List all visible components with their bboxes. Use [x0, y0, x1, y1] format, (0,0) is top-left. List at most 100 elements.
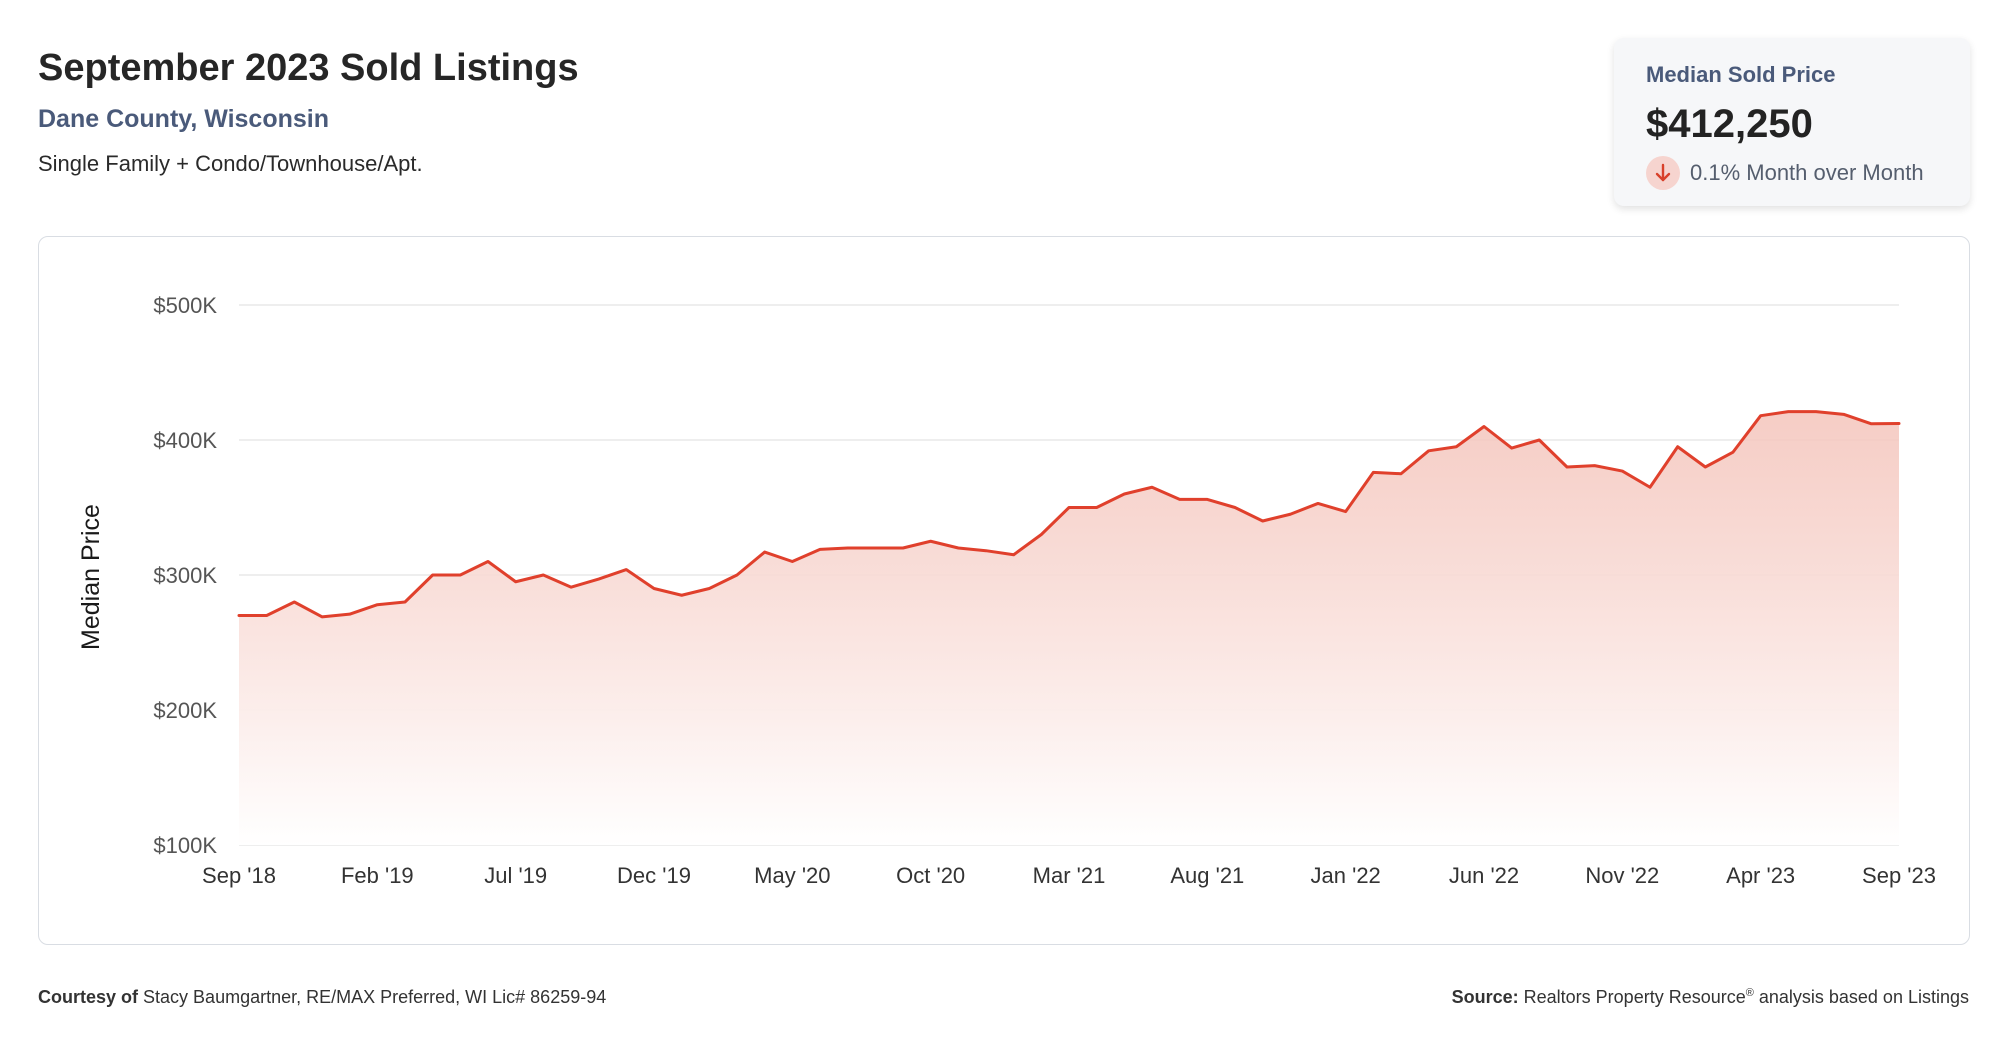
page-title: September 2023 Sold Listings	[38, 47, 579, 89]
x-tick-label: Jun '22	[1449, 863, 1519, 888]
y-axis-title: Median Price	[77, 504, 105, 650]
stat-change: 0.1% Month over Month	[1646, 156, 1938, 190]
data-point	[1784, 408, 1792, 416]
source-text-after: analysis based on Listings	[1758, 987, 1969, 1007]
data-point	[761, 548, 769, 556]
x-tick-label: May '20	[754, 863, 830, 888]
data-point	[235, 612, 243, 620]
data-point	[539, 571, 547, 579]
data-point	[1342, 508, 1350, 516]
data-point	[1729, 448, 1737, 456]
source-footer: Source: Realtors Property Resource® anal…	[1452, 987, 1969, 1008]
data-point	[1895, 419, 1903, 427]
header: September 2023 Sold Listings Dane County…	[38, 40, 579, 180]
data-point	[982, 547, 990, 555]
data-point	[1563, 463, 1571, 471]
courtesy-text: Stacy Baumgartner, RE/MAX Preferred, WI …	[143, 987, 607, 1007]
data-point	[1231, 504, 1239, 512]
x-tick-label: Aug '21	[1170, 863, 1244, 888]
x-tick-label: Feb '19	[341, 863, 414, 888]
stat-label: Median Sold Price	[1646, 62, 1836, 87]
x-tick-label: Oct '20	[896, 863, 965, 888]
x-tick-label: Sep '23	[1862, 863, 1936, 888]
courtesy-footer: Courtesy of Stacy Baumgartner, RE/MAX Pr…	[38, 987, 606, 1008]
data-point	[1480, 423, 1488, 431]
x-tick-label: Apr '23	[1726, 863, 1795, 888]
median-price-card: Median Sold Price $412,250 0.1% Month ov…	[1614, 38, 1970, 206]
data-point	[844, 544, 852, 552]
data-point	[1065, 504, 1073, 512]
stat-change-text: 0.1% Month over Month	[1690, 160, 1924, 185]
y-tick-label: $500K	[153, 293, 217, 318]
data-point	[1840, 410, 1848, 418]
data-point	[1535, 436, 1543, 444]
data-point	[871, 544, 879, 552]
x-tick-label: Sep '18	[202, 863, 276, 888]
property-type-label: Single Family + Condo/Townhouse/Apt.	[38, 151, 423, 176]
data-point	[954, 544, 962, 552]
x-tick-label: Jan '22	[1311, 863, 1381, 888]
data-point	[484, 558, 492, 566]
data-point	[1120, 490, 1128, 498]
data-point	[290, 598, 298, 606]
location-subtitle: Dane County, Wisconsin	[38, 105, 330, 133]
source-label: Source:	[1451, 987, 1519, 1007]
data-point	[1674, 443, 1682, 451]
arrow-down-icon	[1646, 156, 1680, 190]
data-point	[1508, 444, 1516, 452]
data-point	[567, 583, 575, 591]
stat-value: $412,250	[1646, 102, 1813, 146]
x-tick-layer: Sep '18 Feb '19 Jul '19 Dec '19 May '20 Oct '…	[202, 863, 1936, 888]
data-point	[429, 571, 437, 579]
x-tick-label: Jul '19	[484, 863, 547, 888]
y-tick-label: $300K	[153, 563, 217, 588]
price-line	[237, 410, 1901, 619]
data-point	[1314, 499, 1322, 507]
data-point	[1812, 408, 1820, 416]
data-point	[595, 575, 603, 583]
registered-mark: ®	[1745, 987, 1754, 999]
data-point	[401, 598, 409, 606]
data-point	[1010, 551, 1018, 559]
data-point	[1093, 504, 1101, 512]
data-point	[1037, 531, 1045, 539]
data-point	[346, 610, 354, 618]
price-area	[239, 411, 1899, 845]
area-layer	[239, 411, 1899, 845]
x-tick-label: Dec '19	[617, 863, 691, 888]
data-point	[318, 613, 326, 621]
data-point	[1286, 510, 1294, 518]
data-point	[1397, 470, 1405, 478]
data-point	[512, 578, 520, 586]
x-tick-label: Nov '22	[1585, 863, 1659, 888]
data-point	[705, 585, 713, 593]
data-point	[678, 591, 686, 599]
data-point	[263, 612, 271, 620]
data-point	[927, 537, 935, 545]
data-point	[1591, 462, 1599, 470]
courtesy-label: Courtesy of	[38, 987, 139, 1007]
data-point	[1369, 468, 1377, 476]
data-point	[1701, 463, 1709, 471]
data-point	[373, 601, 381, 609]
data-point	[456, 571, 464, 579]
data-point	[622, 566, 630, 574]
data-point	[1176, 495, 1184, 503]
x-tick-label: Mar '21	[1033, 863, 1106, 888]
data-point	[1425, 447, 1433, 455]
y-tick-layer: $100K $200K $300K $400K $500K	[153, 293, 217, 858]
data-point	[1757, 412, 1765, 420]
chart-panel: $100K $200K $300K $400K $500K Sep '18 Feb '19…	[38, 236, 1970, 945]
data-point	[899, 544, 907, 552]
data-point	[1203, 495, 1211, 503]
data-point	[1867, 420, 1875, 428]
y-tick-label: $400K	[153, 428, 217, 453]
data-point	[816, 545, 824, 553]
y-tick-label: $100K	[153, 833, 217, 858]
data-point	[1452, 443, 1460, 451]
y-tick-label: $200K	[153, 698, 217, 723]
source-text: Realtors Property Resource	[1523, 987, 1746, 1007]
data-point	[1259, 517, 1267, 525]
data-point	[650, 585, 658, 593]
median-price-chart: $100K $200K $300K $400K $500K Sep '18 Feb '19…	[77, 293, 1936, 888]
